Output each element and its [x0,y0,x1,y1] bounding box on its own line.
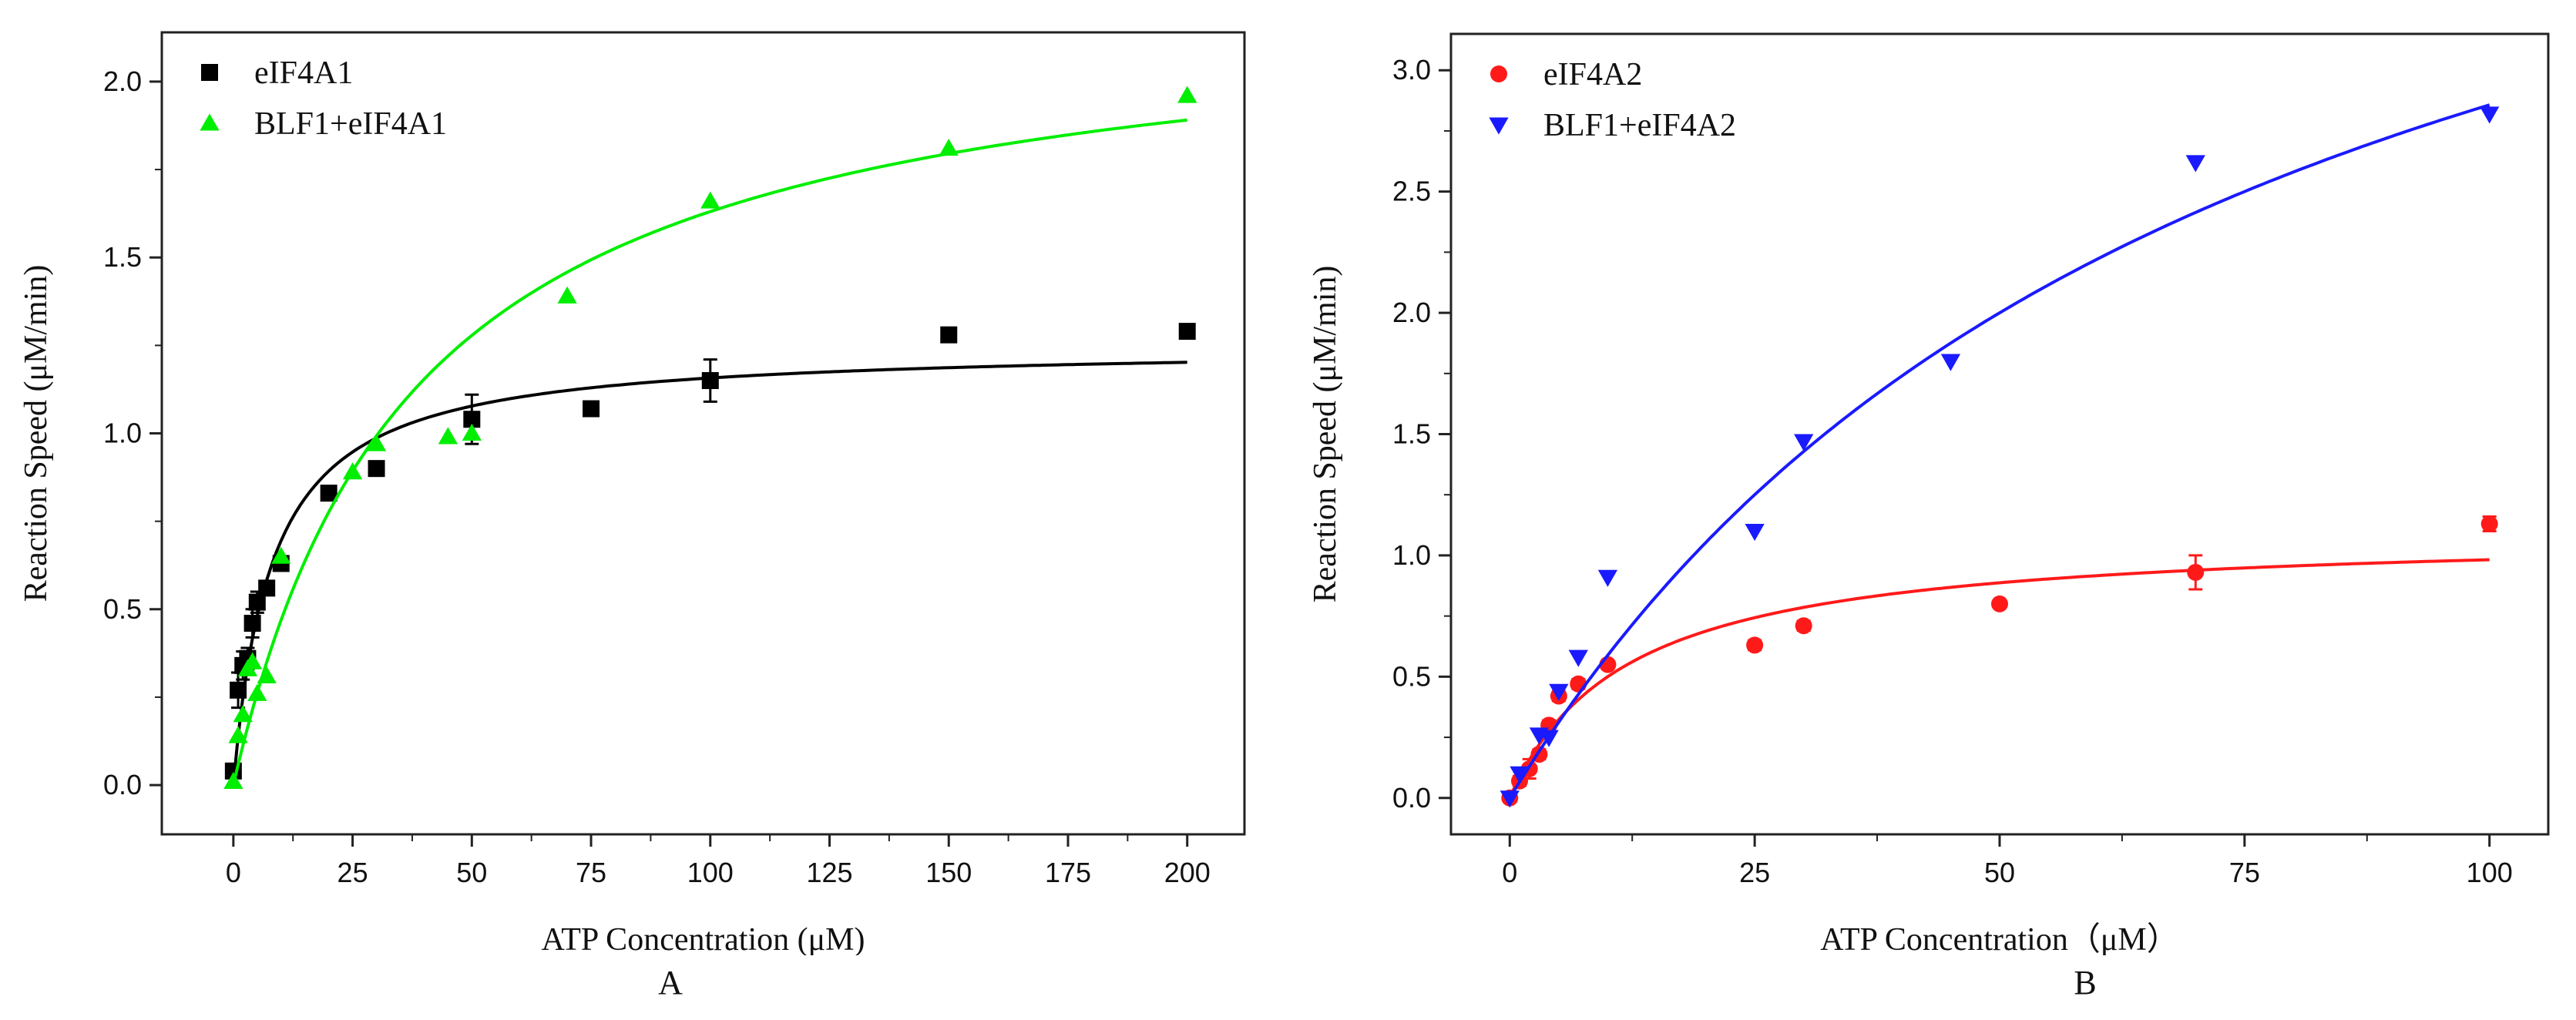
legend-marker [201,64,218,81]
data-point [462,423,482,441]
panel-label-a: A [658,964,683,1002]
data-point [2480,515,2498,532]
x-tick-label: 150 [925,857,972,888]
x-axis-label: ATP Concentration (μM) [542,922,865,955]
series-eif4a1 [224,323,1196,786]
data-point [366,434,387,451]
data-point [223,771,243,790]
data-point [1500,790,1520,808]
data-point [1991,595,2008,612]
data-point [1746,636,1764,654]
legend-label: eIF4A2 [1543,57,1642,92]
chart-b-svg: 0 25 50 75 100 0.0 0.5 1.0 1.5 2.0 2.5 3.0 ATP Conce… [1308,32,2550,955]
y-tick-label: 1.5 [1392,418,1431,450]
series-blf1-eif4a2 [1500,103,2500,808]
data-point [230,681,247,699]
data-point [463,411,481,428]
data-point [247,683,267,701]
data-point [1178,323,1196,341]
x-tick-label: 25 [1739,857,1770,888]
chart-panel-a: 0 25 50 75 100 125 150 175 200 0.0 0.5 1.0 1.5 2.0 ATP… [18,31,1246,1002]
data-point [2185,155,2205,173]
fit-curve [1508,103,2490,799]
data-point [1795,617,1812,635]
x-tick-label: 100 [2467,857,2513,888]
x-tick-label: 50 [456,857,487,888]
data-point [1794,434,1814,451]
y-axis-label: Reaction Speed (μM/min) [1308,266,1343,603]
legend-label: eIF4A1 [254,55,353,91]
fit-curve [1508,558,2490,799]
x-tick-label: 100 [687,857,734,888]
y-axis-label: Reaction Speed (μM/min) [18,265,54,602]
legend-marker [1489,117,1509,135]
data-point [242,652,263,669]
data-point [1510,766,1530,783]
y-tick-label: 0.5 [103,593,142,625]
fit-curve [231,361,1187,786]
fit-curve [231,118,1187,786]
data-point [2187,563,2205,581]
x-tick-label: 0 [1502,857,1517,888]
y-tick-label: 1.0 [103,418,142,449]
data-point [940,326,958,344]
plot-frame [1449,32,2550,836]
x-tick-label: 75 [2229,857,2260,888]
data-point [320,485,338,502]
data-point [368,460,385,478]
y-tick-label: 0.0 [1392,782,1431,814]
y-tick-label: 2.0 [1392,297,1431,328]
data-point [258,579,276,597]
data-point [1940,354,1961,371]
data-point [257,666,277,684]
x-tick-label: 25 [338,857,368,888]
data-point [243,615,261,632]
y-tick-label: 2.5 [1392,176,1431,207]
data-point [1549,683,1569,701]
y-tick-label: 1.0 [1392,539,1431,571]
data-point [583,400,600,418]
chart-panel-b: 0 25 50 75 100 0.0 0.5 1.0 1.5 2.0 2.5 3.0 ATP Conce… [1288,0,2576,1020]
legend-marker [200,113,220,131]
data-point [228,726,248,743]
data-point [1568,649,1588,667]
x-tick-label: 0 [226,857,241,888]
legend-label: BLF1+eIF4A2 [1543,108,1736,143]
data-point [342,462,363,480]
y-tick-label: 0.5 [1392,660,1431,692]
x-tick-label: 175 [1045,857,1091,888]
data-point [939,139,959,156]
data-point [248,593,266,611]
y-tick-label: 3.0 [1392,54,1431,86]
data-point [2480,106,2500,124]
x-tick-label: 200 [1164,857,1211,888]
panel-label-b: B [2074,964,2097,1002]
y-tick-label: 1.5 [103,241,142,273]
data-point [1597,569,1618,587]
data-point [1539,730,1559,747]
data-point [233,705,253,723]
data-point [1177,86,1197,103]
legend-marker [1490,65,1507,82]
series-eif4a2 [1501,515,2498,807]
data-point [557,286,577,304]
x-tick-label: 75 [576,857,606,888]
data-point [271,546,291,564]
y-tick-label: 2.0 [103,65,142,97]
x-tick-label: 50 [1984,857,2015,888]
plot-frame [160,31,1246,836]
x-tick-label: 125 [806,857,852,888]
data-point [1745,523,1765,542]
y-tick-label: 0.0 [103,769,142,800]
data-point [438,427,458,445]
data-point [700,191,720,209]
data-point [701,372,719,390]
legend-label: BLF1+eIF4A1 [254,106,447,142]
series-blf1-eif4a1 [223,86,1197,790]
x-axis-label: ATP Concentration（μM） [1820,922,2178,955]
chart-a-svg: 0 25 50 75 100 125 150 175 200 0.0 0.5 1.0 1.5 2.0 ATP… [18,31,1246,955]
